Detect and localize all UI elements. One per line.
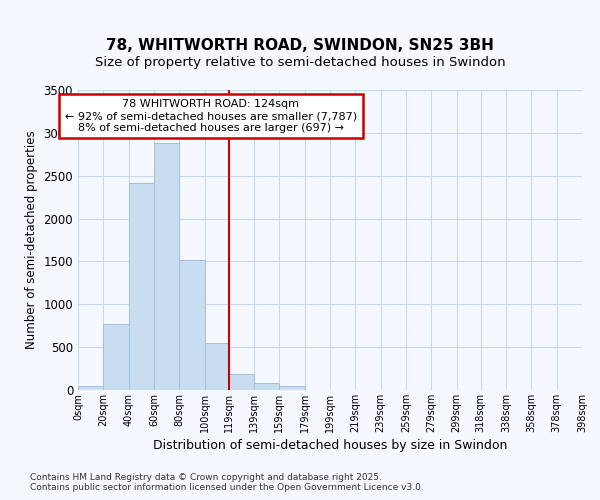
Bar [205,343,229,390]
Bar [78,386,103,390]
Bar [229,374,254,390]
Bar [103,324,128,390]
Text: 78 WHITWORTH ROAD: 124sqm
← 92% of semi-detached houses are smaller (7,787)
8% o: 78 WHITWORTH ROAD: 124sqm ← 92% of semi-… [65,100,357,132]
Bar [280,386,305,390]
Bar [128,182,154,390]
Y-axis label: Number of semi-detached properties: Number of semi-detached properties [25,130,38,350]
Bar [179,260,205,390]
Bar [254,382,280,390]
Text: Contains HM Land Registry data © Crown copyright and database right 2025.
Contai: Contains HM Land Registry data © Crown c… [30,473,424,492]
Text: 78, WHITWORTH ROAD, SWINDON, SN25 3BH: 78, WHITWORTH ROAD, SWINDON, SN25 3BH [106,38,494,52]
X-axis label: Distribution of semi-detached houses by size in Swindon: Distribution of semi-detached houses by … [153,439,507,452]
Text: Size of property relative to semi-detached houses in Swindon: Size of property relative to semi-detach… [95,56,505,69]
Bar [154,143,179,390]
